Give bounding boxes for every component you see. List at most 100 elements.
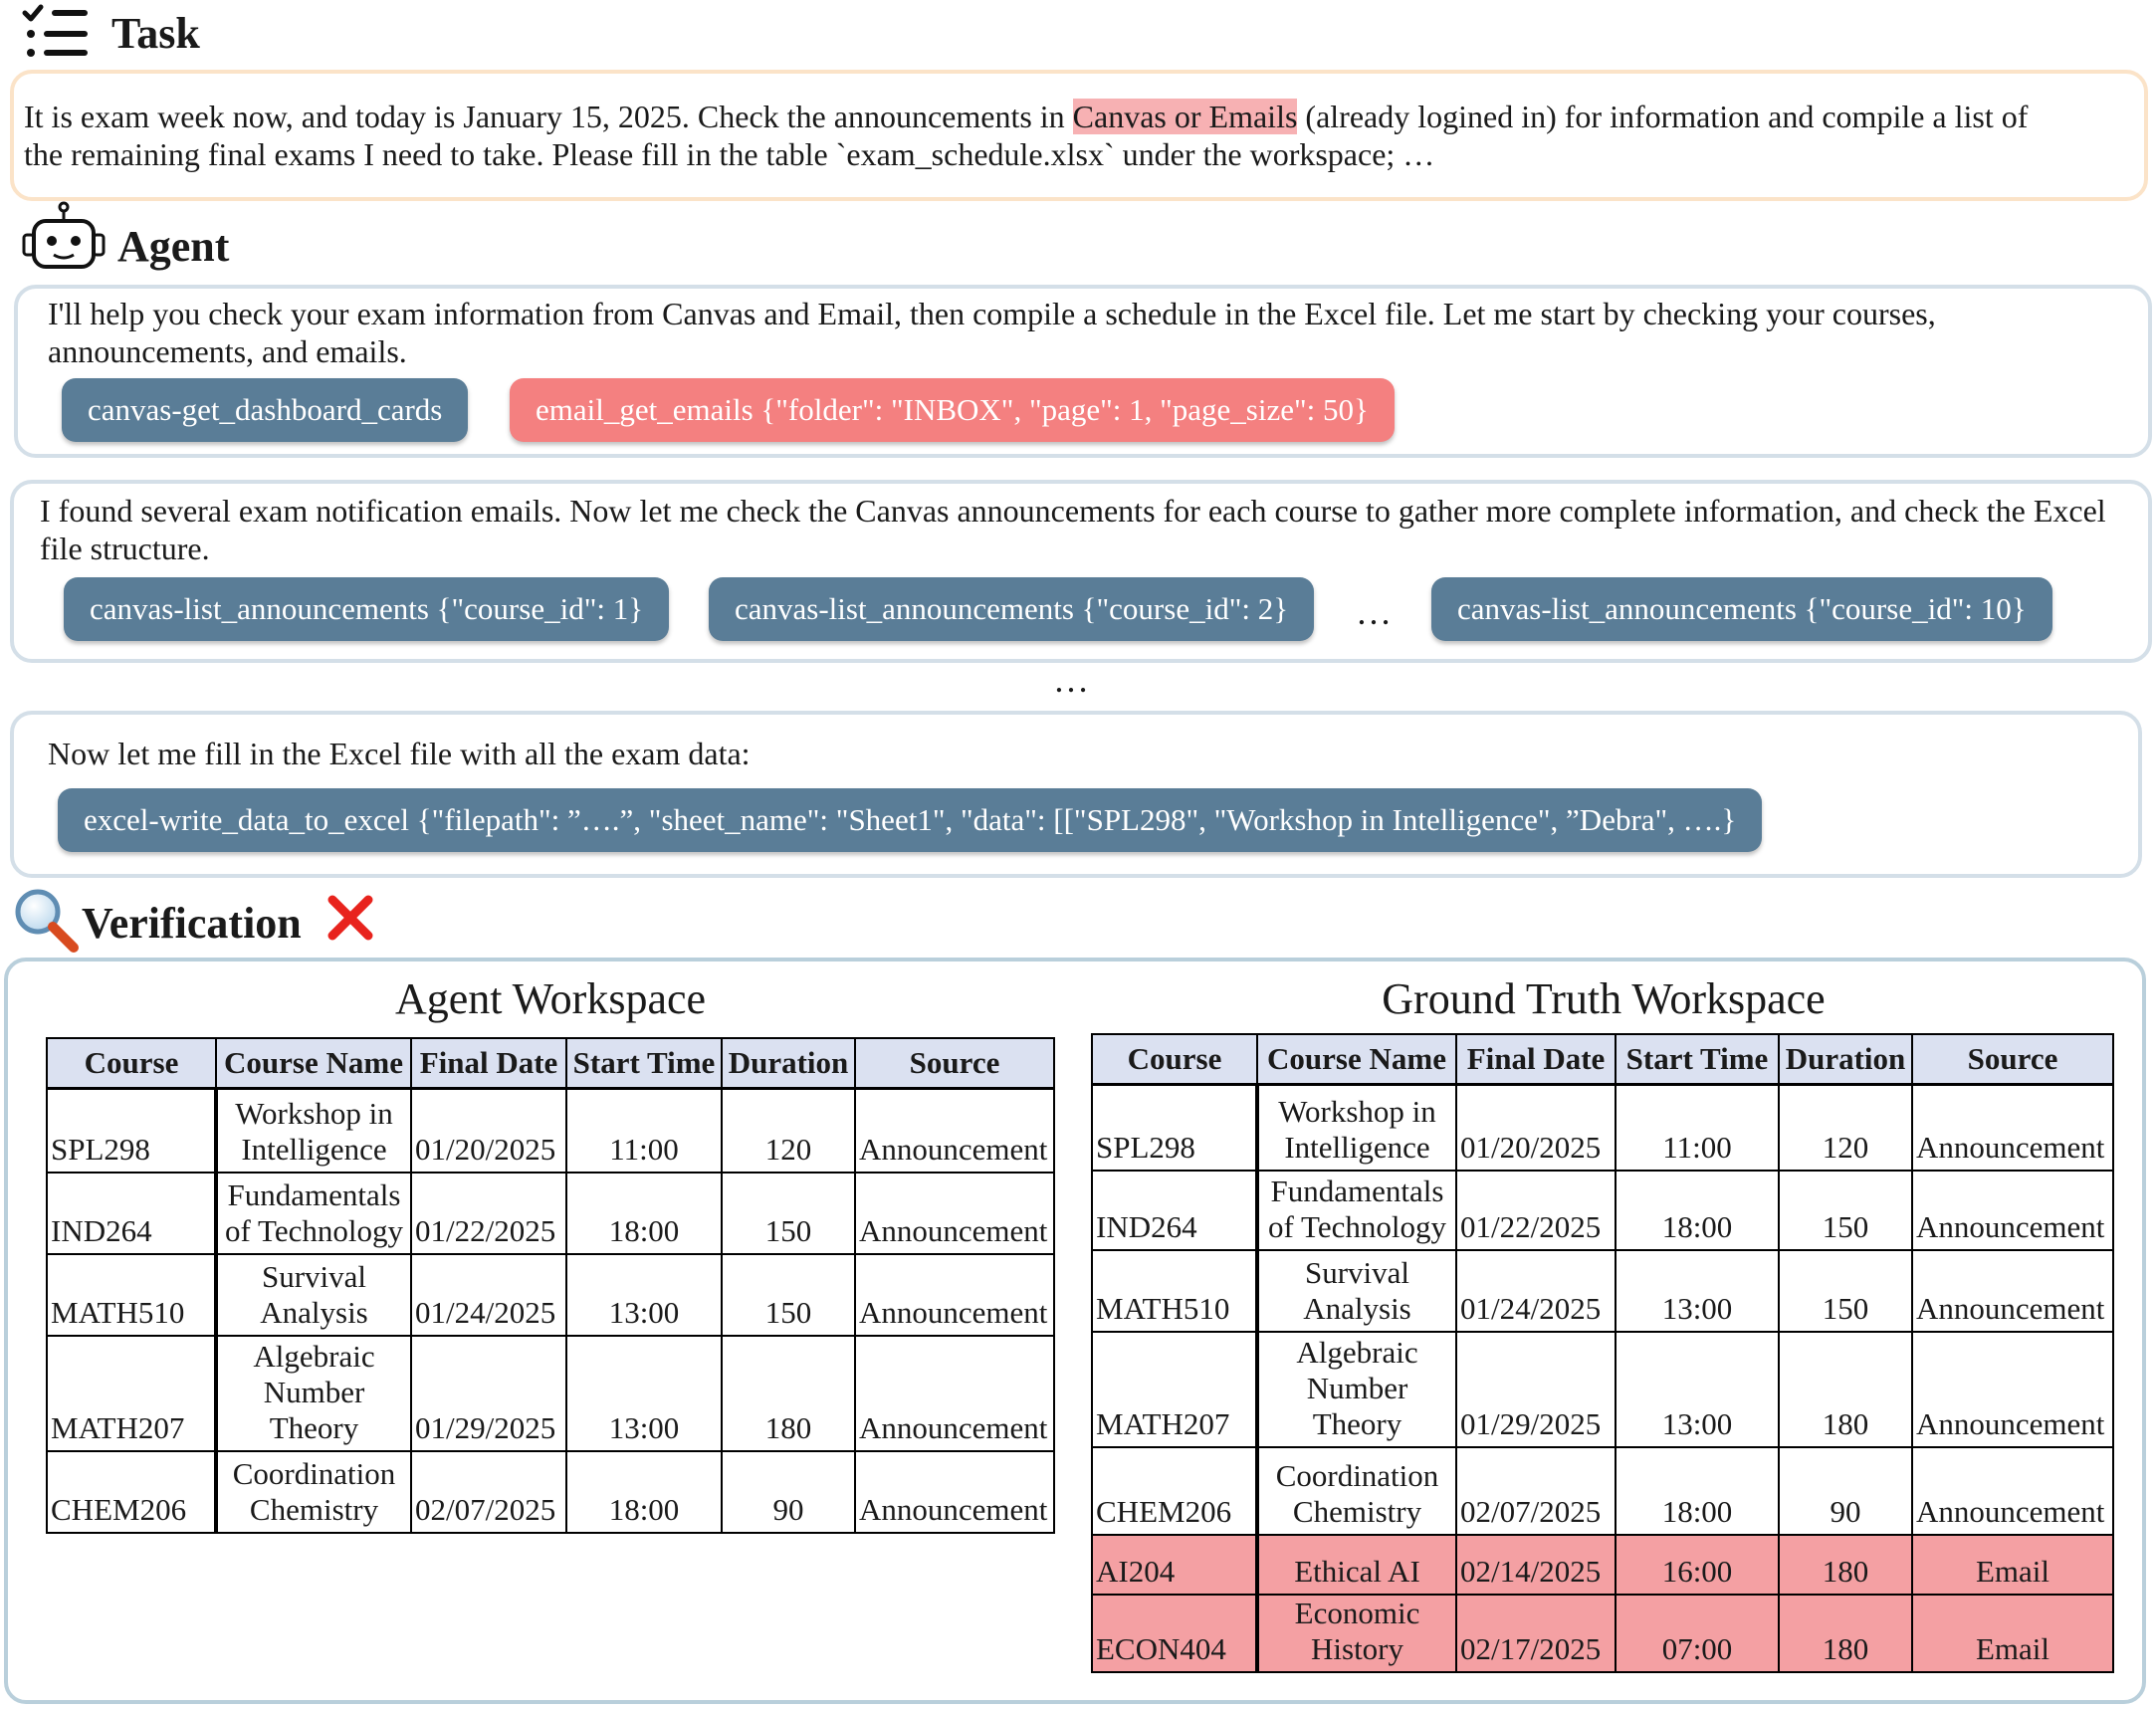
cell-start-time: 18:00	[565, 1171, 723, 1255]
agent-step-2-text: I found several exam notification emails…	[40, 493, 2106, 566]
cell-course-name: Algebraic Number Theory	[1256, 1330, 1457, 1448]
header-row: Course Course Name Final Date Start Time Dur…	[1091, 1033, 2114, 1086]
ground-truth-workspace-table: Course Course Name Final Date Start Time Dur…	[1091, 1033, 2114, 1673]
cell-course-name: Ethical AI	[1256, 1533, 1457, 1596]
cell-course-name: Workshop in Intelligence	[1256, 1083, 1457, 1172]
column-header-course-name: Course Name	[1256, 1033, 1457, 1086]
cell-final-date: 02/14/2025	[1455, 1533, 1617, 1596]
cell-source: Announcement	[854, 1449, 1055, 1534]
column-header-duration: Duration	[721, 1037, 856, 1090]
cell-start-time: 07:00	[1615, 1593, 1780, 1673]
table-row: CHEM206 Coordination Chemistry 02/07/2025 18…	[1091, 1445, 2114, 1536]
cell-duration: 120	[721, 1087, 856, 1174]
course-name-line: Algebraic	[253, 1338, 375, 1374]
cell-source: Announcement	[854, 1087, 1055, 1174]
calls-ellipsis: …	[1356, 592, 1392, 632]
table-row: CHEM206 Coordination Chemistry 02/07/2025 18…	[46, 1449, 1055, 1534]
task-text-before: It is exam week now, and today is Januar…	[24, 99, 1073, 134]
cross-mark-icon	[326, 894, 374, 942]
cell-final-date: 01/22/2025	[1455, 1169, 1617, 1251]
column-header-course: Course	[46, 1037, 217, 1090]
cell-start-time: 18:00	[565, 1449, 723, 1534]
cell-final-date: 01/24/2025	[1455, 1248, 1617, 1333]
table-row: ECON404 Economic History 02/17/2025 07:00 180…	[1091, 1593, 2114, 1673]
table-row: IND264 Fundamentals of Technology 01/22/202…	[1091, 1169, 2114, 1251]
course-name-line: Theory	[269, 1409, 359, 1445]
tool-call-email-get-emails: email_get_emails {"folder": "INBOX", "pa…	[510, 378, 1395, 442]
cell-duration: 150	[1778, 1248, 1913, 1333]
tool-call-list-announcements-10: canvas-list_announcements {"course_id": …	[1431, 577, 2052, 641]
course-name-line: Intelligence	[241, 1131, 387, 1167]
course-name-line: of Technology	[1268, 1208, 1446, 1244]
cell-start-time: 13:00	[565, 1334, 723, 1452]
course-name-line: Analysis	[1303, 1290, 1411, 1326]
task-text-line2: the remaining final exams I need to take…	[24, 136, 1435, 172]
course-name-line: Economic	[1294, 1595, 1420, 1630]
course-name-line: Coordination	[1275, 1457, 1439, 1493]
course-name-line: Survival	[261, 1258, 367, 1294]
cell-final-date: 02/17/2025	[1455, 1593, 1617, 1673]
cell-source: Announcement	[1911, 1169, 2114, 1251]
task-text-after: (already logined in) for information and…	[1297, 99, 2029, 134]
robot-icon	[22, 201, 106, 273]
cell-source: Announcement	[1911, 1330, 2114, 1448]
table-row: MATH207 Algebraic Number Theory 01/29/2025 13…	[46, 1334, 1055, 1452]
cell-course: CHEM206	[46, 1449, 218, 1534]
tool-call-canvas-get-dashboard-cards: canvas-get_dashboard_cards	[62, 378, 469, 442]
cell-start-time: 11:00	[1615, 1083, 1780, 1172]
verification-heading: Verification	[82, 899, 302, 948]
cell-final-date: 02/07/2025	[410, 1449, 567, 1534]
cell-source: Announcement	[854, 1334, 1055, 1452]
course-name-line: Analysis	[260, 1294, 368, 1330]
cell-course-name: Fundamentals of Technology	[215, 1171, 412, 1255]
task-heading: Task	[111, 9, 200, 58]
agent-heading: Agent	[117, 222, 230, 271]
cell-course: SPL298	[1091, 1083, 1259, 1172]
course-name-line: Workshop in	[235, 1095, 393, 1131]
course-name-line: Number	[263, 1374, 365, 1409]
cell-duration: 150	[721, 1171, 856, 1255]
cell-course: MATH510	[1091, 1248, 1259, 1333]
cell-course-name: Coordination Chemistry	[1256, 1445, 1457, 1536]
cell-course-name: Algebraic Number Theory	[215, 1334, 412, 1452]
cell-final-date: 01/20/2025	[410, 1087, 567, 1174]
cell-course: CHEM206	[1091, 1445, 1259, 1536]
cell-course: IND264	[46, 1171, 218, 1255]
cell-course: AI204	[1091, 1533, 1259, 1596]
cell-final-date: 01/22/2025	[410, 1171, 567, 1255]
cell-start-time: 11:00	[565, 1087, 723, 1174]
agent-workspace-table: Course Course Name Final Date Start Time Dur…	[46, 1037, 1055, 1534]
cell-start-time: 13:00	[1615, 1248, 1780, 1333]
cell-source: Announcement	[854, 1252, 1055, 1337]
cell-duration: 150	[1778, 1169, 1913, 1251]
cell-course-name: Economic History	[1256, 1593, 1457, 1673]
magnifier-icon	[12, 886, 80, 954]
column-header-final-date: Final Date	[1455, 1033, 1617, 1086]
table-row: MATH510 Survival Analysis 01/24/2025 13:00 15…	[1091, 1248, 2114, 1333]
cell-duration: 120	[1778, 1083, 1913, 1172]
course-name-line: Algebraic	[1296, 1334, 1418, 1370]
table-row: MATH510 Survival Analysis 01/24/2025 13:00 15…	[46, 1252, 1055, 1337]
cell-course: MATH510	[46, 1252, 218, 1337]
cell-duration: 180	[1778, 1593, 1913, 1673]
cell-source: Announcement	[854, 1171, 1055, 1255]
table-row: SPL298 Workshop in Intelligence 01/20/2025 1…	[46, 1087, 1055, 1174]
agent-step-3-text: Now let me fill in the Excel file with a…	[48, 736, 751, 771]
course-name-line: History	[1311, 1630, 1403, 1666]
table-row: MATH207 Algebraic Number Theory 01/29/2025 13…	[1091, 1330, 2114, 1448]
agent-step-1-text: I'll help you check your exam informatio…	[48, 296, 1936, 369]
cell-duration: 150	[721, 1252, 856, 1337]
course-name-line: Intelligence	[1284, 1129, 1430, 1165]
cell-duration: 180	[721, 1334, 856, 1452]
header-row: Course Course Name Final Date Start Time Dur…	[46, 1037, 1055, 1090]
cell-course: MATH207	[1091, 1330, 1259, 1448]
course-name-line: Coordination	[232, 1455, 396, 1491]
steps-ellipsis: …	[1053, 660, 1089, 700]
cell-duration: 90	[721, 1449, 856, 1534]
column-header-start-time: Start Time	[565, 1037, 723, 1090]
column-header-source: Source	[854, 1037, 1055, 1090]
cell-start-time: 18:00	[1615, 1169, 1780, 1251]
cell-start-time: 18:00	[1615, 1445, 1780, 1536]
cell-course-name: Survival Analysis	[215, 1252, 412, 1337]
cell-course: SPL298	[46, 1087, 218, 1174]
